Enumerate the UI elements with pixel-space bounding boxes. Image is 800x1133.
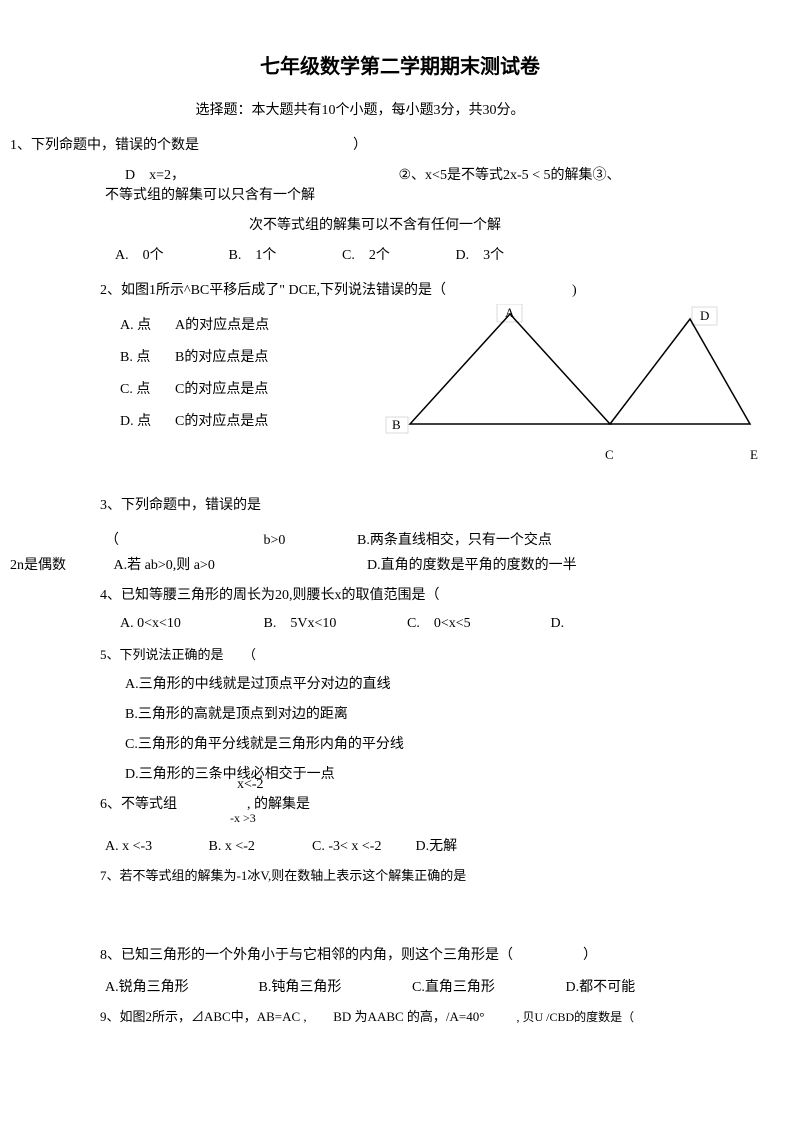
- q1-options: A. 0个 B. 1个 C. 2个 D. 3个: [115, 244, 780, 264]
- q6-optA: A. x <-3: [105, 839, 205, 855]
- q1-cond2: ②、x<5是不等式2x-5 < 5的解集③、: [399, 164, 621, 184]
- q7-stem: 7、若不等式组的解集为-1冰V,则在数轴上表示这个解集正确的是: [100, 865, 780, 884]
- label-B: B: [392, 417, 401, 432]
- q5-optC: C.三角形的角平分线就是三角形内角的平分线: [125, 733, 780, 753]
- q3-row1: （ b>0 B.两条直线相交，只有一个交点: [20, 529, 780, 549]
- q2-optA-r: A的对应点是点: [175, 318, 269, 333]
- q4-optD: D.: [551, 616, 691, 632]
- q2-stem: 2、如图1所示^BC平移后成了" DCE,下列说法错误的是（ ): [100, 279, 780, 299]
- q3-2n: 2n是偶数: [10, 554, 110, 574]
- triangle-figure: A D B C E: [380, 304, 780, 474]
- q2-optC-l: C. 点: [120, 378, 175, 398]
- q8-options: A.锐角三角形 B.钝角三角形 C.直角三角形 D.都不可能: [105, 976, 780, 996]
- q1-d-label: D x=2，: [125, 164, 395, 184]
- q6-optD: D.无解: [416, 835, 516, 855]
- q8-stem: 8、已知三角形的一个外角小于与它相邻的内角，则这个三角形是（ ）: [100, 944, 780, 964]
- q5-optB: B.三角形的高就是顶点到对边的距离: [125, 703, 780, 723]
- q2-optC-r: C的对应点是点: [175, 382, 268, 397]
- q9-p3: , 贝U /CBD的度数是（: [517, 1008, 635, 1025]
- q3-b0: b>0: [264, 533, 354, 549]
- q9-p1: 9、如图2所示，⊿ABC中，AB=AC ,: [100, 1006, 330, 1025]
- label-E: E: [750, 447, 758, 462]
- q6-cond1: x<-2: [237, 777, 264, 793]
- triangle-right: [610, 319, 750, 424]
- q1-line4: 次不等式组的解集可以不含有任何一个解: [0, 214, 780, 234]
- q2-optA-l: A. 点: [120, 314, 175, 334]
- q6-stem: x<-2 6、不等式组 , 的解集是 -x >3: [100, 793, 780, 813]
- q1-optB: B. 1个: [229, 244, 339, 264]
- q4-optB: B. 5Vx<10: [264, 612, 404, 632]
- q2-optB-l: B. 点: [120, 346, 175, 366]
- label-D: D: [700, 308, 709, 323]
- q1-stem: 1、下列命题中，错误的个数是 ）: [10, 134, 780, 154]
- label-C: C: [605, 447, 614, 462]
- q8-optD: D.都不可能: [566, 976, 716, 996]
- q2-options: A. 点A的对应点是点 B. 点B的对应点是点 C. 点C的对应点是点 D. 点…: [120, 314, 380, 474]
- q5-options: A.三角形的中线就是过顶点平分对边的直线 B.三角形的高就是顶点到对边的距离 C…: [125, 673, 780, 783]
- q3-stem: 3、下列命题中，错误的是: [100, 494, 780, 514]
- q2-optD-r: C的对应点是点: [175, 414, 268, 429]
- q4-options: A. 0<x<10 B. 5Vx<10 C. 0<x<5 D.: [120, 612, 780, 632]
- q6-optC: C. -3< x <-2: [312, 839, 412, 855]
- q9-p2: BD 为AABC 的高，/A=40°: [333, 1006, 513, 1025]
- triangle-left: [410, 314, 610, 424]
- q4-optA: A. 0<x<10: [120, 616, 260, 632]
- q8-optC: C.直角三角形: [412, 976, 562, 996]
- q3-optD: D.直角的度数是平角的度数的一半: [367, 558, 577, 573]
- q4-stem: 4、已知等腰三角形的周长为20,则腰长x的取值范围是（: [100, 584, 780, 604]
- q5-optA: A.三角形的中线就是过顶点平分对边的直线: [125, 673, 780, 693]
- q3-optA: A.若 ab>0,则 a>0: [114, 554, 364, 574]
- q6-text: 6、不等式组 , 的解集是: [100, 797, 310, 812]
- q6-options: A. x <-3 B. x <-2 C. -3< x <-2 D.无解: [105, 835, 780, 855]
- q5-stem: 5、下列说法正确的是 （: [100, 644, 780, 663]
- q1-optD: D. 3个: [456, 244, 566, 264]
- q1-optC: C. 2个: [342, 244, 452, 264]
- q3-row2: 2n是偶数 A.若 ab>0,则 a>0 D.直角的度数是平角的度数的一半: [20, 554, 780, 574]
- q2-optB-r: B的对应点是点: [175, 350, 268, 365]
- q2-body: A. 点A的对应点是点 B. 点B的对应点是点 C. 点C的对应点是点 D. 点…: [20, 314, 780, 474]
- q8-optB: B.钝角三角形: [259, 976, 409, 996]
- q6-cond2: -x >3: [230, 811, 256, 826]
- q1-row2: D x=2， ②、x<5是不等式2x-5 < 5的解集③、: [20, 164, 780, 184]
- q4-optC: C. 0<x<5: [407, 612, 547, 632]
- q8-optA: A.锐角三角形: [105, 976, 255, 996]
- q6-optB: B. x <-2: [209, 839, 309, 855]
- subtitle: 选择题：本大题共有10个小题，每小题3分，共30分。: [0, 99, 780, 119]
- q1-line3: 不等式组的解集可以只含有一个解: [105, 184, 780, 204]
- q2-optD-l: D. 点: [120, 410, 175, 430]
- q9-stem: 9、如图2所示，⊿ABC中，AB=AC , BD 为AABC 的高，/A=40°…: [100, 1006, 780, 1025]
- q3-openparen: （: [105, 529, 260, 549]
- q1-optA: A. 0个: [115, 244, 225, 264]
- page-title: 七年级数学第二学期期末测试卷: [20, 50, 780, 79]
- q5-optD: D.三角形的三条中线必相交于一点: [125, 763, 780, 783]
- q3-optB: B.两条直线相交，只有一个交点: [357, 533, 552, 548]
